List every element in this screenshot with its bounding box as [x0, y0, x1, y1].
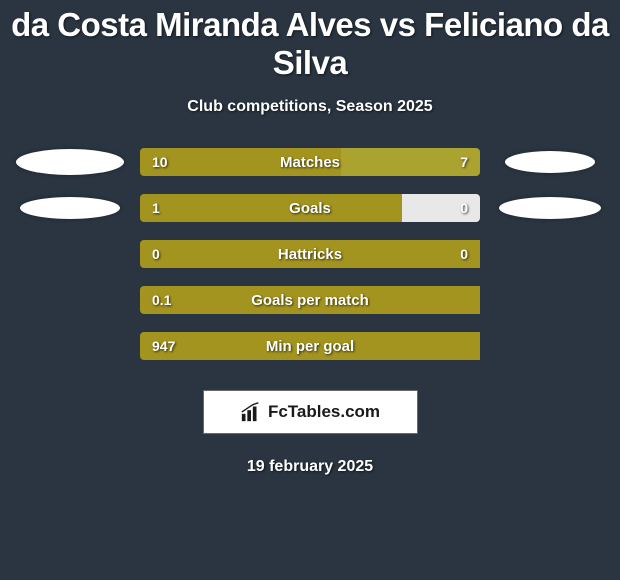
- bar-track: 0.1Goals per match: [140, 286, 480, 314]
- bar-left: [140, 332, 480, 360]
- bar-track: 00Hattricks: [140, 240, 480, 268]
- logo-text: FcTables.com: [268, 402, 380, 422]
- comparison-chart: 107Matches10Goals00Hattricks0.1Goals per…: [0, 148, 620, 360]
- subtitle: Club competitions, Season 2025: [0, 98, 620, 116]
- bar-right: [402, 194, 480, 222]
- stat-row: 00Hattricks: [0, 240, 620, 268]
- stat-row: 947Min per goal: [0, 332, 620, 360]
- left-value: 10: [152, 148, 168, 176]
- left-value: 1: [152, 194, 160, 222]
- bar-chart-icon: [240, 401, 262, 423]
- bar-track: 947Min per goal: [140, 332, 480, 360]
- bar-track: 10Goals: [140, 194, 480, 222]
- left-value: 0: [152, 240, 160, 268]
- right-indicator-dot: [499, 197, 601, 219]
- bar-left: [140, 286, 480, 314]
- right-value: 0: [460, 240, 468, 268]
- left-dot-wrap: [0, 197, 140, 219]
- logo-box: FcTables.com: [203, 390, 418, 434]
- page-title: da Costa Miranda Alves vs Feliciano da S…: [0, 0, 620, 86]
- bar-track: 107Matches: [140, 148, 480, 176]
- left-indicator-dot: [20, 197, 120, 219]
- bar-left: [140, 148, 341, 176]
- stat-row: 10Goals: [0, 194, 620, 222]
- right-value: 7: [460, 148, 468, 176]
- right-indicator-dot: [505, 151, 595, 173]
- stat-row: 0.1Goals per match: [0, 286, 620, 314]
- bar-left: [140, 240, 480, 268]
- bar-left: [140, 194, 402, 222]
- left-value: 0.1: [152, 286, 171, 314]
- right-dot-wrap: [480, 197, 620, 219]
- right-dot-wrap: [480, 151, 620, 173]
- right-value: 0: [460, 194, 468, 222]
- date-label: 19 february 2025: [0, 458, 620, 476]
- left-indicator-dot: [16, 149, 124, 175]
- stat-row: 107Matches: [0, 148, 620, 176]
- left-value: 947: [152, 332, 175, 360]
- left-dot-wrap: [0, 149, 140, 175]
